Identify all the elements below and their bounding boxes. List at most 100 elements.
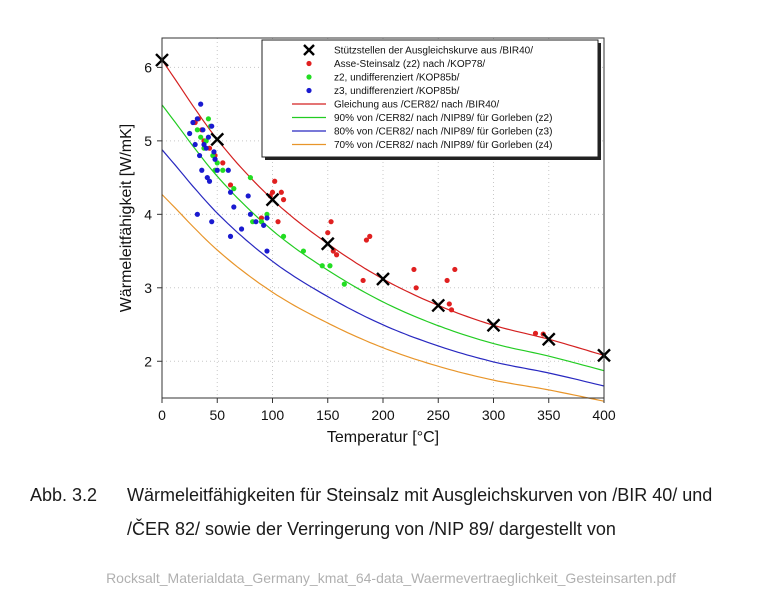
data-point [300, 248, 307, 254]
data-point [192, 141, 198, 148]
data-point [194, 211, 200, 217]
source-filename: Rocksalt_Materialdata_Germany_kmat_64-da… [106, 570, 676, 586]
data-point [238, 226, 245, 232]
legend-label: Asse-Steinsalz (z2) nach /KOP78/ [334, 59, 485, 70]
data-point [247, 211, 253, 217]
data-point [532, 330, 539, 336]
data-point [452, 266, 458, 273]
data-point [278, 189, 284, 195]
legend-cross-marker [303, 44, 315, 56]
data-point [325, 230, 331, 236]
data-point [319, 263, 325, 269]
support-points [155, 53, 611, 363]
data-point [220, 160, 226, 166]
y-tick-label: 3 [144, 280, 152, 296]
legend: Stützstellen der Ausgleichskurve aus /BI… [261, 39, 601, 160]
support-point-marker [265, 192, 280, 207]
data-point [330, 248, 336, 254]
data-point [187, 130, 193, 137]
x-tick-label: 350 [537, 407, 561, 423]
caption-line-2: /ČER 82/ sowie der Verringerung von /NIP… [127, 519, 616, 539]
data-point [227, 233, 234, 239]
fit-curve [161, 149, 605, 387]
data-point [269, 189, 276, 195]
y-tick-label: 2 [144, 353, 152, 369]
legend-box [261, 39, 599, 158]
legend-label: z3, undifferenziert /KOP85b/ [334, 86, 460, 97]
fit-curve [161, 194, 605, 402]
legend-label: z2, undifferenziert /KOP85b/ [334, 73, 460, 84]
data-point [444, 277, 450, 284]
x-tick-label: 200 [371, 407, 395, 423]
data-point [231, 186, 237, 192]
data-point [264, 211, 270, 217]
support-point-marker [320, 236, 335, 251]
data-point [280, 197, 287, 203]
data-point [209, 219, 215, 225]
data-point [333, 252, 340, 258]
y-tick-label: 4 [144, 206, 152, 222]
support-point-marker [541, 332, 556, 347]
data-point [211, 149, 217, 155]
data-point [203, 145, 209, 151]
x-tick-label: 300 [482, 407, 506, 423]
data-point [194, 127, 200, 133]
data-point [212, 156, 218, 162]
axis-ticks: 0 50 100 150 200 250 300 350 400 2 3 4 5 6 [144, 59, 616, 423]
y-tick-label: 5 [144, 133, 152, 149]
data-point [190, 119, 196, 126]
support-point-marker [431, 298, 446, 313]
data-point [280, 233, 287, 239]
support-point-marker [376, 272, 390, 286]
data-point [360, 277, 366, 284]
data-point [225, 167, 231, 173]
data-point [363, 237, 370, 243]
data-point [341, 281, 347, 287]
legend-label: Stützstellen der Ausgleichskurve aus /BI… [334, 46, 533, 57]
data-point [206, 178, 213, 184]
x-tick-label: 150 [316, 407, 340, 423]
data-point [205, 134, 212, 140]
data-point [264, 248, 270, 254]
data-point [227, 189, 234, 195]
data-point [247, 174, 253, 181]
x-tick-label: 100 [261, 407, 285, 423]
data-point [261, 222, 267, 228]
data-point [328, 219, 334, 225]
chart: 0 50 100 150 200 250 300 350 400 2 3 4 5 6 Temperatur… [118, 37, 616, 446]
x-tick-label: 50 [209, 407, 225, 423]
data-point [258, 215, 265, 221]
data-point [275, 219, 281, 225]
data-point [227, 182, 234, 188]
data-point [327, 263, 333, 269]
legend-dot-marker [306, 87, 312, 94]
caption-number: Abb. 3.2 [30, 485, 98, 505]
data-point [199, 167, 205, 173]
data-point [198, 101, 204, 107]
legend-dot-marker [306, 60, 312, 67]
data-point [196, 152, 203, 159]
data-point [209, 123, 215, 129]
data-point [198, 134, 204, 140]
data-point [200, 127, 206, 133]
data-point [367, 233, 373, 239]
data-point [194, 116, 200, 122]
x-axis-label: Temperatur [°C] [327, 429, 439, 446]
fit-curve [161, 104, 605, 372]
data-point [411, 266, 417, 273]
legend-label: 80% von /CER82/ nach /NIP89/ für Gorlebe… [334, 127, 552, 138]
data-point [272, 178, 278, 184]
x-tick-label: 400 [592, 407, 616, 423]
scatter-points [187, 101, 546, 337]
legend-label: 70% von /CER82/ nach /NIP89/ für Gorlebe… [334, 140, 552, 151]
x-tick-label: 0 [158, 407, 166, 423]
data-point [205, 116, 212, 122]
data-point [245, 193, 251, 199]
caption-line-1: Wärmeleitfähigkeiten für Steinsalz mit A… [127, 485, 713, 505]
data-point [446, 301, 452, 307]
legend-dot-marker [306, 74, 312, 80]
data-point [448, 307, 455, 313]
data-point [253, 219, 259, 225]
data-point [220, 167, 226, 173]
data-point [231, 204, 237, 210]
